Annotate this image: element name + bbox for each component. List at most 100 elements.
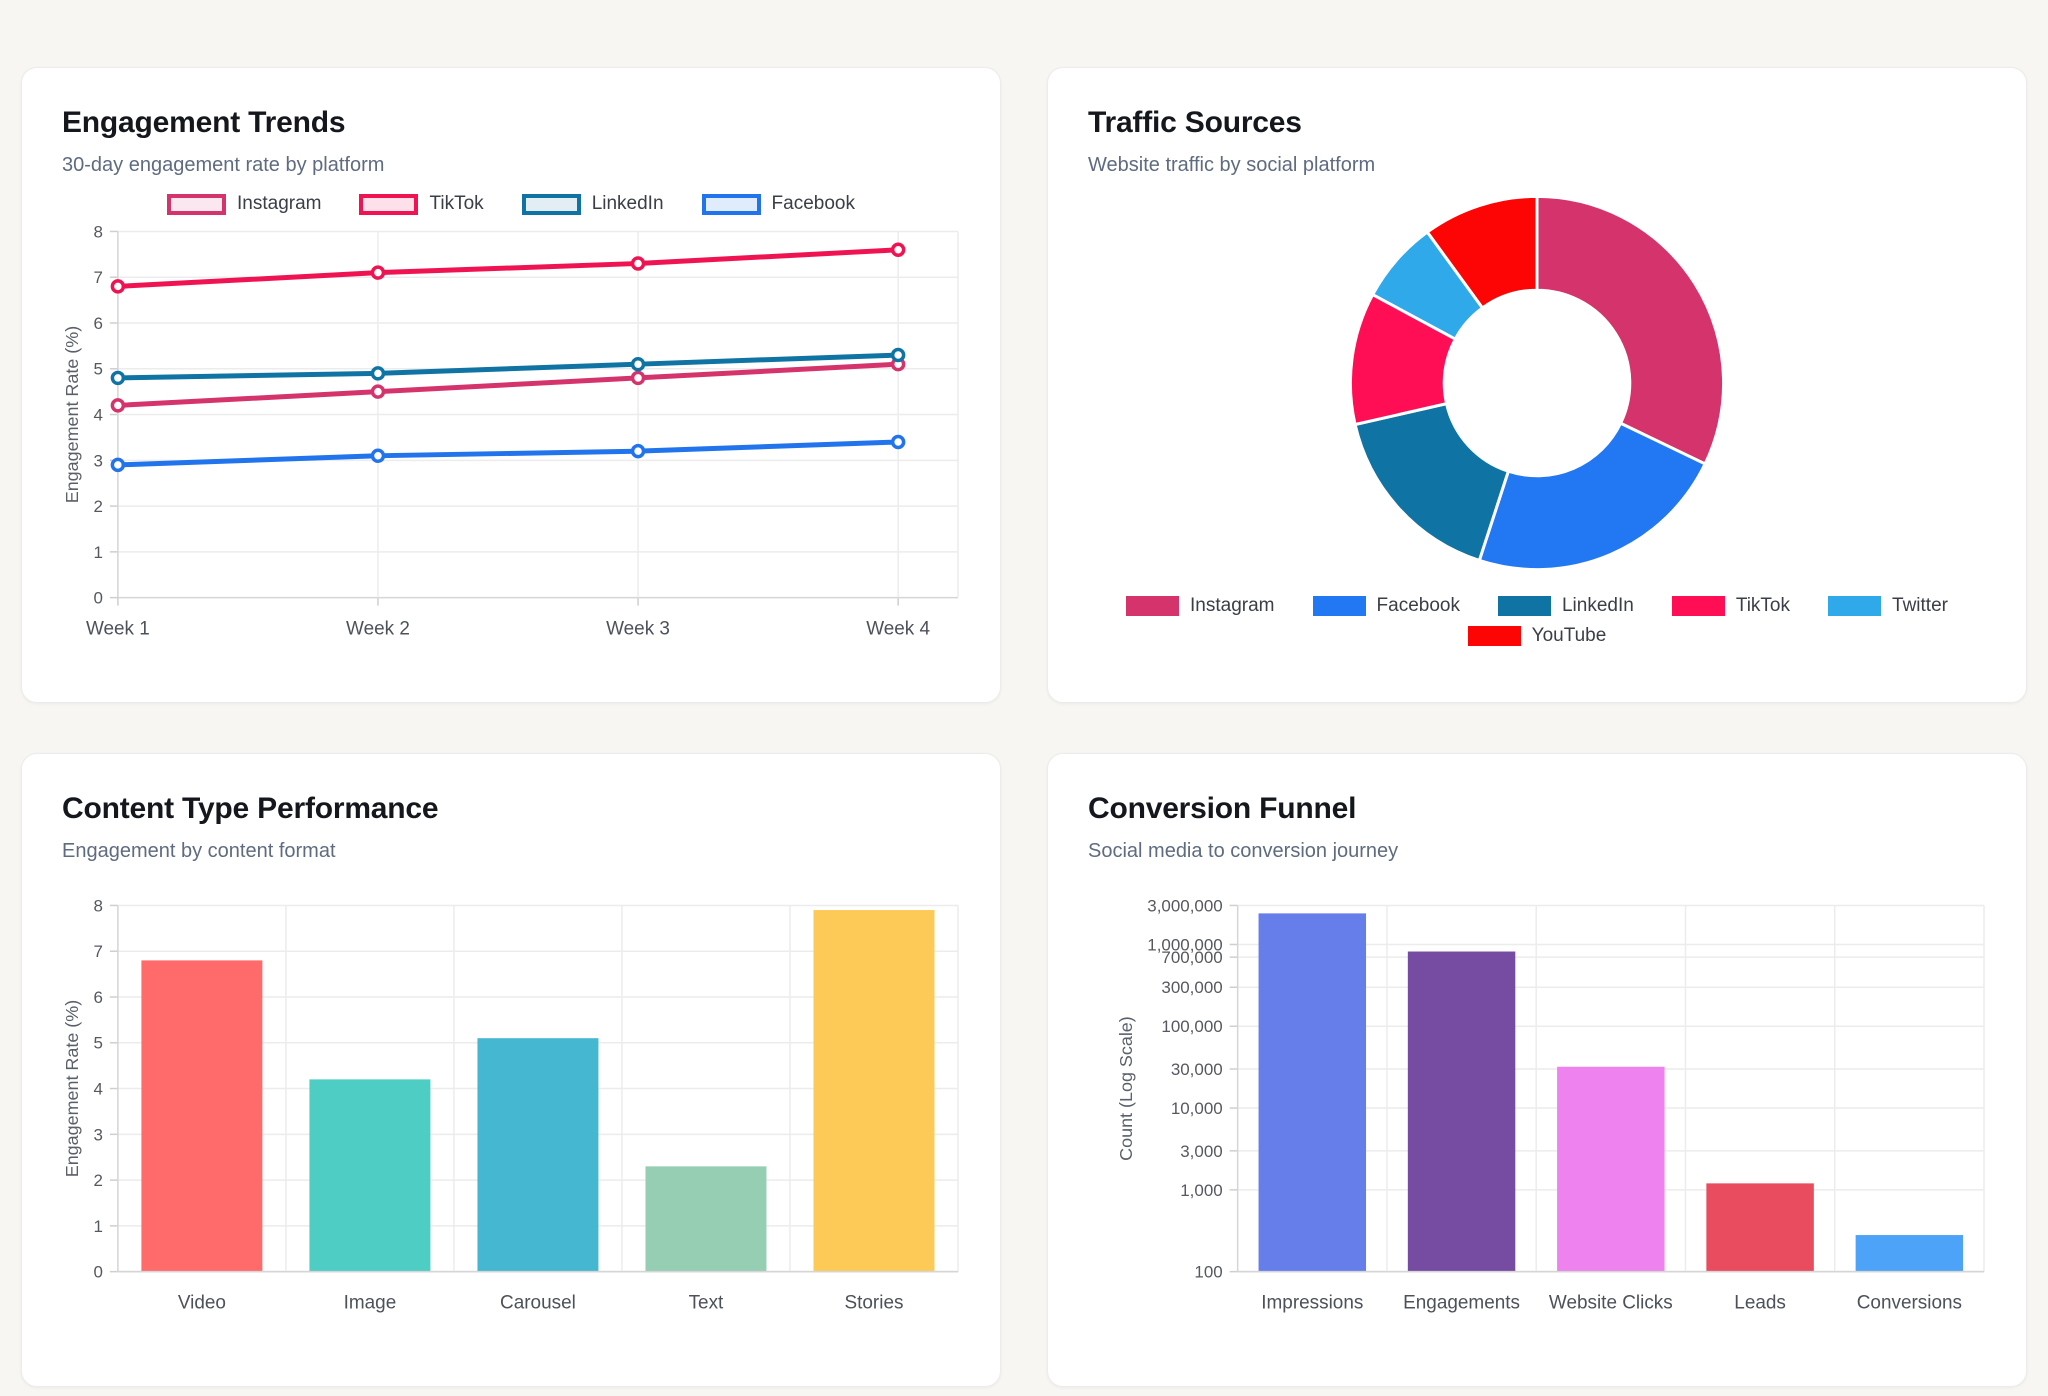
- line-tiktok: [115, 247, 901, 289]
- content-type-bar-chart: 0 1 2 3 4 5 6 7 8 Video Image Carousel Text Stories En…: [62, 896, 959, 1314]
- youtube-legend-label: YouTube: [1531, 625, 1607, 646]
- svg-text:1: 1: [93, 1217, 102, 1236]
- svg-text:5: 5: [93, 1034, 102, 1053]
- tiktok-swatch: [359, 193, 419, 215]
- legend-item-tiktok[interactable]: TikTok: [359, 193, 484, 215]
- linkedin-swatch: [1497, 596, 1551, 616]
- svg-text:7: 7: [93, 942, 102, 961]
- bar-conversions: [1855, 1235, 1964, 1272]
- x-tick-engagements: Engagements: [1403, 1293, 1520, 1314]
- point-facebook-3: [630, 443, 646, 459]
- svg-text:Count (Log Scale): Count (Log Scale): [1116, 1016, 1136, 1161]
- point-tiktok-3: [630, 256, 646, 271]
- donut-slice-instagram: [1535, 194, 1726, 466]
- point-facebook-4: [890, 434, 906, 450]
- twitter-legend-label: Twitter: [1892, 595, 1948, 616]
- conversion-funnel-subtitle: Social media to conversion journey: [1088, 840, 1399, 862]
- svg-text:Engagement Rate (%): Engagement Rate (%): [62, 326, 82, 503]
- facebook-swatch: [1312, 596, 1366, 616]
- x-tick-image: Image: [344, 1293, 397, 1314]
- legend-item-instagram[interactable]: Instagram: [167, 193, 321, 215]
- content-type-subtitle: Engagement by content format: [62, 840, 336, 862]
- svg-text:7: 7: [93, 268, 102, 287]
- svg-text:3,000: 3,000: [1180, 1142, 1222, 1161]
- legend-item-instagram[interactable]: Instagram: [1126, 595, 1275, 617]
- line-facebook: [115, 439, 901, 468]
- svg-text:4: 4: [93, 1080, 102, 1099]
- traffic-sources-legend: Instagram Facebook LinkedIn TikTok Twitter Yo…: [1088, 595, 1986, 647]
- card-conversion-funnel: Conversion Funnel Social media to conver…: [1047, 753, 2027, 1387]
- bar-impressions: [1258, 913, 1367, 1272]
- svg-text:8: 8: [93, 896, 102, 915]
- card-content-type-performance: Content Type Performance Engagement by c…: [21, 753, 1001, 1387]
- line-instagram: [115, 361, 901, 408]
- legend-item-tiktok[interactable]: TikTok: [1671, 595, 1790, 617]
- point-facebook-1: [110, 457, 126, 473]
- svg-text:5: 5: [93, 360, 102, 379]
- x-tick-conversions: Conversions: [1857, 1293, 1962, 1314]
- traffic-sources-subtitle: Website traffic by social platform: [1088, 154, 1376, 176]
- point-tiktok-1: [110, 279, 126, 294]
- facebook-legend-label: Facebook: [1376, 595, 1460, 616]
- legend-item-youtube[interactable]: YouTube: [1467, 625, 1607, 647]
- twitter-swatch: [1828, 596, 1882, 616]
- legend-item-facebook[interactable]: Facebook: [1312, 595, 1460, 617]
- bar-website-clicks: [1557, 1066, 1665, 1272]
- instagram-swatch: [167, 193, 226, 215]
- svg-text:100: 100: [1194, 1263, 1222, 1282]
- x-tick-stories: Stories: [845, 1293, 904, 1314]
- svg-text:1,000,000: 1,000,000: [1147, 935, 1222, 954]
- bar-text: [645, 1166, 767, 1272]
- x-tick-week-4: Week 4: [866, 619, 930, 640]
- svg-text:Engagement Rate (%): Engagement Rate (%): [62, 1000, 82, 1177]
- svg-text:300,000: 300,000: [1161, 978, 1222, 997]
- svg-text:0: 0: [93, 589, 102, 608]
- point-linkedin-4: [890, 347, 906, 363]
- svg-text:100,000: 100,000: [1161, 1017, 1222, 1036]
- legend-item-linkedin[interactable]: LinkedIn: [1497, 595, 1634, 617]
- bar-stories: [813, 910, 935, 1272]
- svg-text:0: 0: [93, 1263, 102, 1282]
- point-linkedin-3: [630, 356, 646, 372]
- point-linkedin-1: [110, 370, 126, 386]
- bar-video: [141, 960, 263, 1272]
- tiktok-swatch: [1671, 596, 1725, 616]
- engagement-trends-line-chart: 0 1 2 3 4 5 6 7 8 Week 1 Week 2 Week 3 Week 4 Engagem…: [62, 222, 959, 640]
- x-tick-text: Text: [689, 1293, 724, 1314]
- conversion-funnel-title: Conversion Funnel: [1088, 792, 1357, 825]
- legend-item-facebook[interactable]: Facebook: [701, 193, 855, 215]
- svg-text:1: 1: [93, 543, 102, 562]
- svg-text:1,000: 1,000: [1180, 1181, 1222, 1200]
- bar-carousel: [477, 1038, 599, 1272]
- instagram-legend-label: Instagram: [1190, 595, 1275, 616]
- traffic-sources-title: Traffic Sources: [1088, 106, 1302, 139]
- bar-image: [309, 1079, 431, 1272]
- traffic-sources-donut-chart: [1348, 194, 1726, 572]
- svg-text:2: 2: [93, 497, 102, 516]
- facebook-swatch: [701, 193, 761, 215]
- svg-text:4: 4: [93, 406, 102, 425]
- point-instagram-2: [370, 384, 386, 399]
- bar-leads: [1706, 1183, 1814, 1272]
- x-tick-website-clicks: Website Clicks: [1549, 1293, 1673, 1314]
- x-tick-week-2: Week 2: [346, 619, 410, 640]
- legend-item-linkedin[interactable]: LinkedIn: [521, 193, 664, 215]
- x-tick-carousel: Carousel: [500, 1293, 576, 1314]
- instagram-legend-label: Instagram: [237, 193, 322, 214]
- legend-item-twitter[interactable]: Twitter: [1828, 595, 1948, 617]
- svg-text:700,000: 700,000: [1161, 948, 1222, 967]
- point-instagram-1: [110, 398, 126, 413]
- point-facebook-2: [370, 448, 386, 463]
- bar-engagements: [1407, 951, 1516, 1272]
- donut-slice-youtube: [1425, 194, 1539, 310]
- card-engagement-trends: Engagement Trends 30-day engagement rate…: [21, 67, 1001, 703]
- x-tick-leads: Leads: [1734, 1293, 1786, 1314]
- point-tiktok-2: [370, 265, 386, 280]
- x-tick-video: Video: [178, 1293, 226, 1314]
- point-linkedin-2: [370, 366, 386, 381]
- facebook-legend-label: Facebook: [771, 193, 855, 214]
- svg-text:2: 2: [93, 1171, 102, 1190]
- svg-text:8: 8: [93, 222, 102, 241]
- point-instagram-3: [630, 370, 646, 386]
